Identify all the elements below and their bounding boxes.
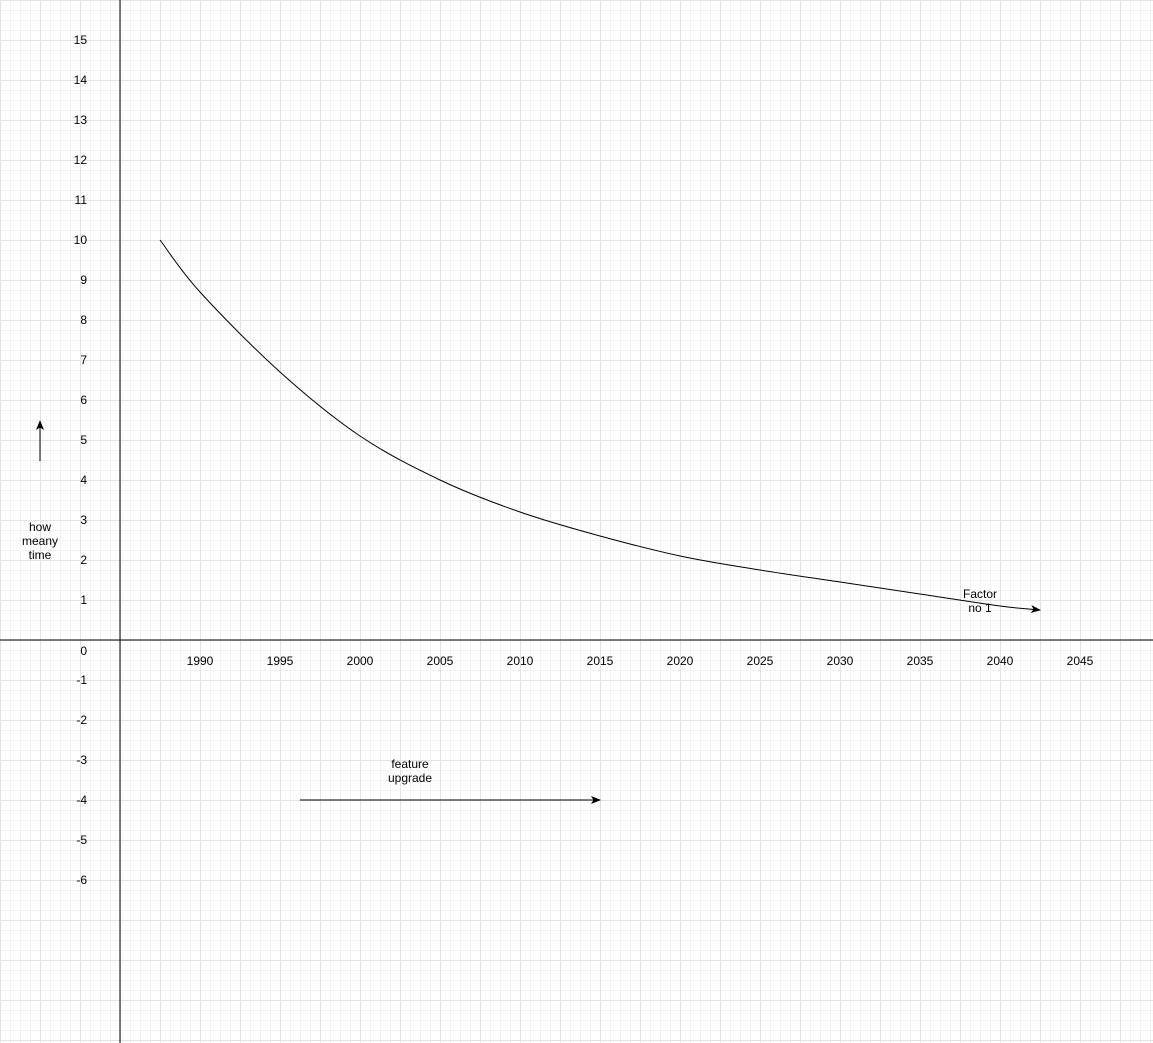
x-tick-label: 2000	[346, 654, 374, 668]
series-label-line-1: Factor	[962, 587, 997, 601]
series-layer	[159, 239, 1041, 614]
y-tick-label: 5	[80, 433, 87, 447]
y-axis-label-line-1: how	[28, 520, 51, 534]
y-tick-label: -4	[76, 793, 87, 807]
x-axis-label-line-2: upgrade	[387, 771, 433, 785]
x-tick-label: 2030	[826, 654, 854, 668]
series-label: Factor no 1	[950, 587, 1010, 615]
y-tick-label: 12	[73, 153, 87, 167]
x-tick-label: 1995	[266, 654, 294, 668]
y-tick-label: 11	[74, 193, 87, 207]
y-tick-label: -1	[76, 673, 87, 687]
y-tick-label: -2	[76, 713, 87, 727]
y-tick-label: 1	[80, 593, 87, 607]
y-tick-label: -6	[76, 873, 87, 887]
y-tick-label: 13	[73, 113, 87, 127]
y-tick-label: 15	[73, 33, 87, 47]
series-line	[159, 239, 1041, 614]
x-axis-label-line-1: feature	[391, 757, 429, 771]
y-tick-label: 4	[80, 473, 87, 487]
y-tick-label: 0	[80, 644, 87, 658]
y-tick-label: 14	[73, 73, 87, 87]
y-tick-label: -3	[76, 753, 87, 767]
y-tick-label: 7	[80, 353, 87, 367]
x-tick-label: 2005	[426, 654, 454, 668]
y-tick-label: -5	[76, 833, 87, 847]
series-label-line-2: no 1	[968, 601, 992, 615]
y-tick-label: 6	[80, 393, 87, 407]
y-axis-label-line-2: meany	[21, 534, 59, 548]
x-tick-label: 2015	[586, 654, 614, 668]
y-axis-label-line-3: time	[28, 548, 52, 562]
x-tick-label: 2040	[986, 654, 1014, 668]
x-tick-label: 1990	[186, 654, 214, 668]
y-tick-label: 2	[80, 553, 87, 567]
y-tick-label: 3	[80, 513, 87, 527]
y-tick-label: 10	[73, 233, 87, 247]
x-tick-label: 2010	[506, 654, 534, 668]
x-tick-label: 2025	[746, 654, 774, 668]
x-tick-label: 2045	[1066, 654, 1094, 668]
x-tick-label: 2020	[666, 654, 694, 668]
y-tick-label: 9	[80, 273, 87, 287]
x-axis-label: feature upgrade	[370, 757, 450, 785]
y-tick-label: 8	[80, 313, 87, 327]
x-tick-label: 2035	[906, 654, 934, 668]
y-axis-label: how meany time	[15, 520, 65, 562]
